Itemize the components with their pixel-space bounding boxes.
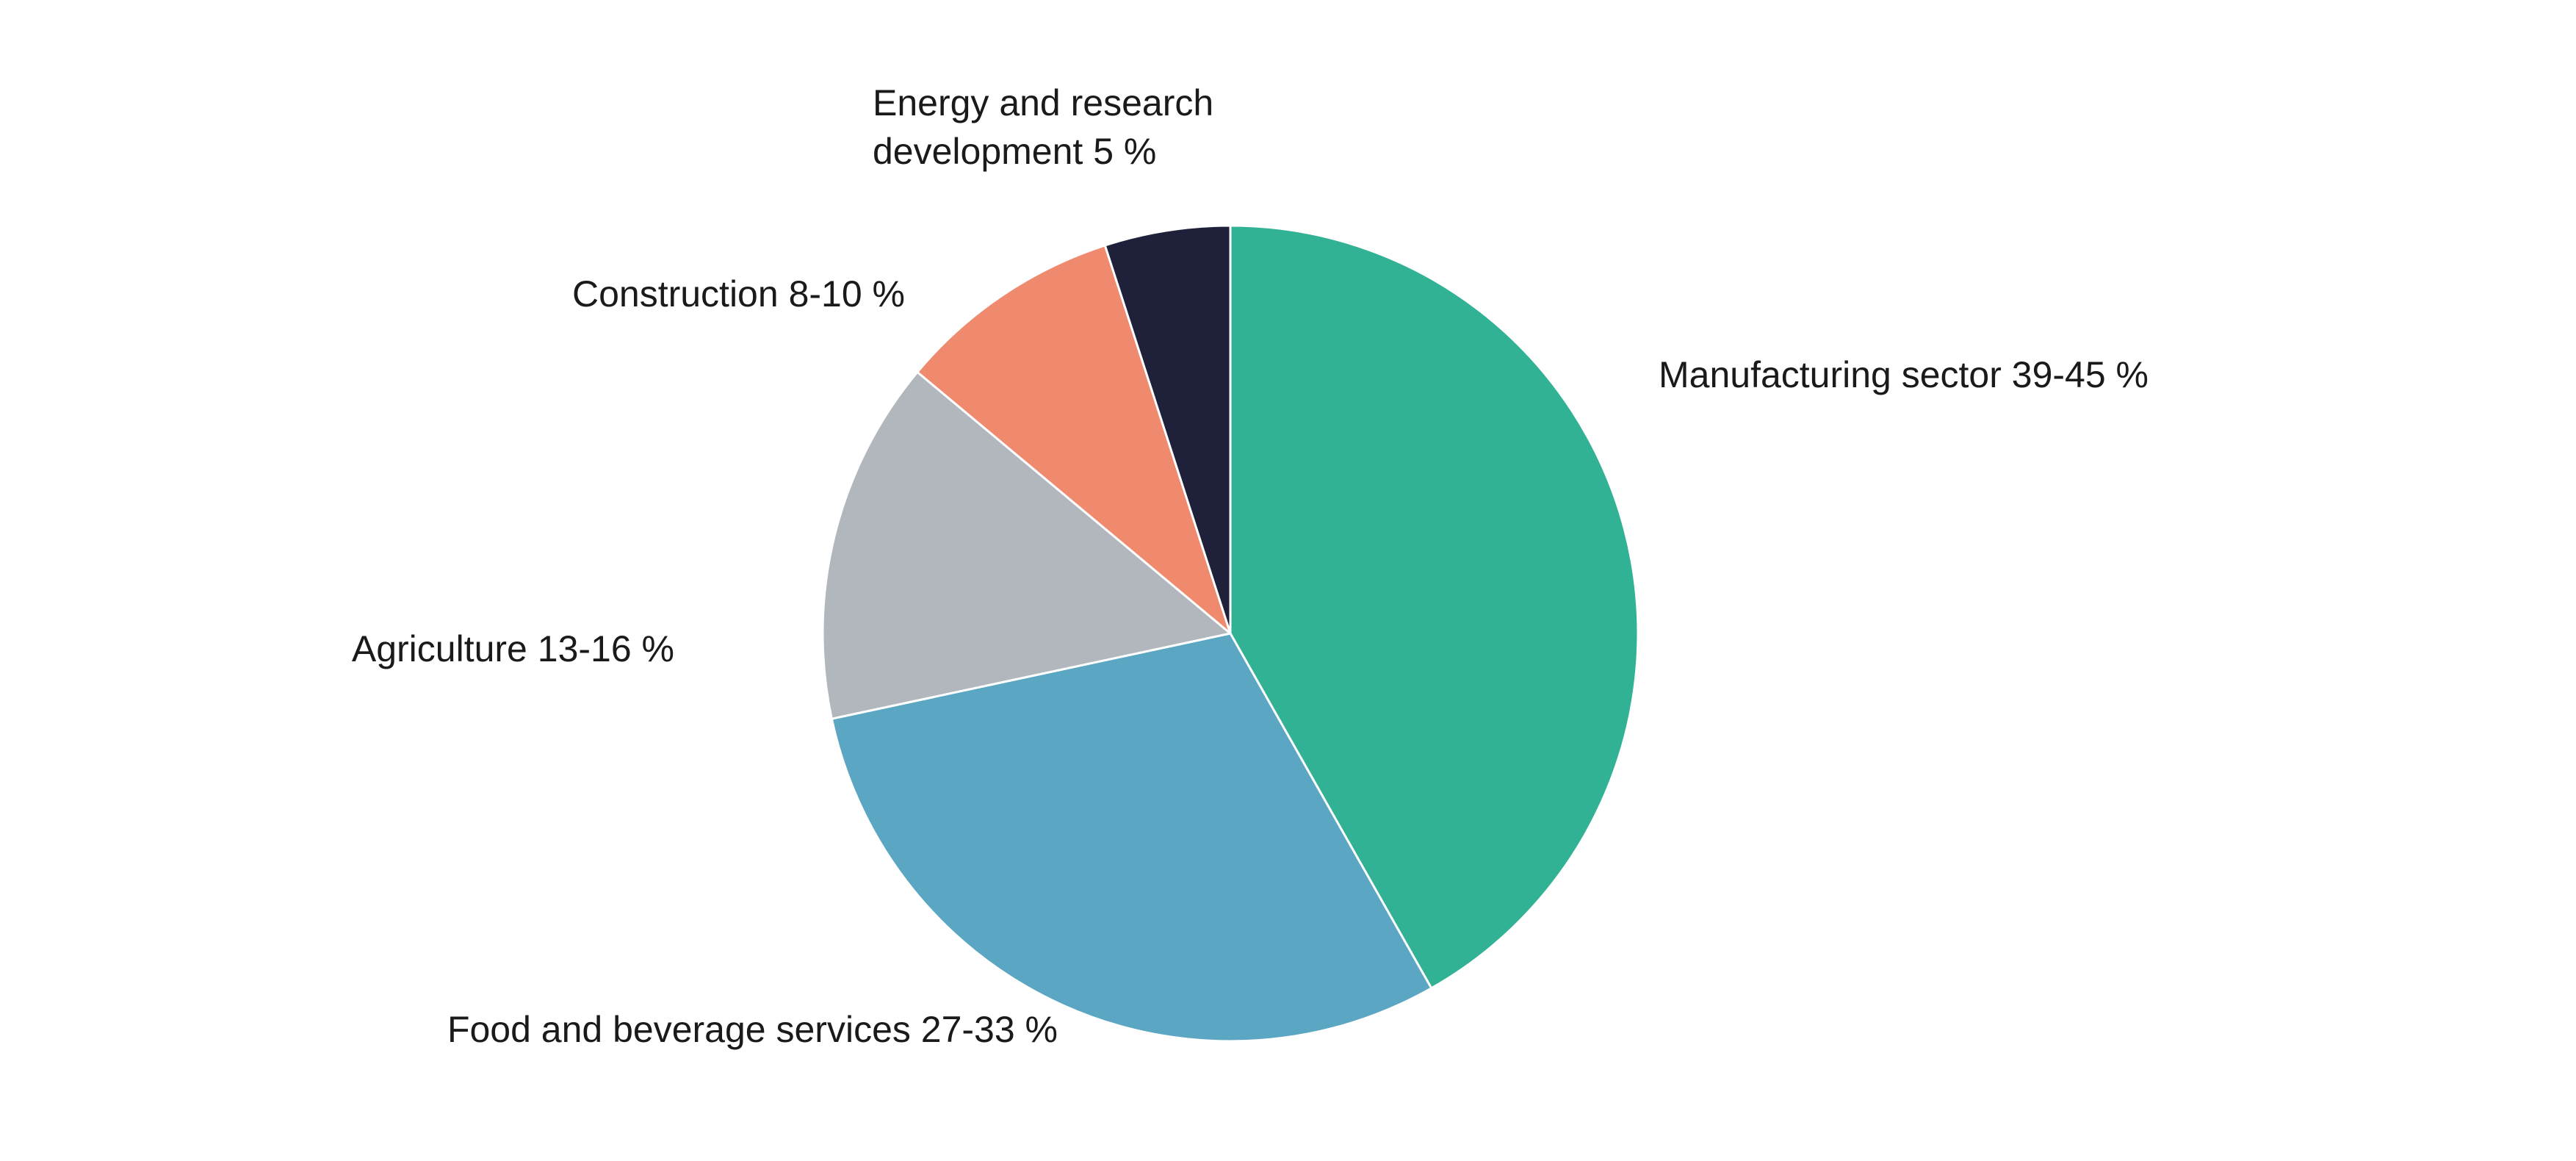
slice-label-line: Construction 8-10 %: [572, 273, 905, 314]
slice-label-line: Agriculture 13-16 %: [352, 628, 674, 669]
slice-label-line: Food and beverage services 27-33 %: [447, 1009, 1058, 1050]
slice-label-line: Energy and research: [873, 82, 1213, 123]
slice-label: Agriculture 13-16 %: [352, 628, 674, 669]
pie-slice: [821, 370, 1232, 720]
pie-slice: [916, 244, 1232, 635]
slice-label: Manufacturing sector 39-45 %: [1659, 354, 2149, 395]
pie-slice: [830, 632, 1433, 1043]
slice-labels: Manufacturing sector 39-45 % Food and bev…: [352, 82, 2149, 1050]
slice-label: Food and beverage services 27-33 %: [447, 1009, 1058, 1050]
slice-label: Construction 8-10 %: [572, 273, 905, 314]
pie-slice: [1229, 224, 1639, 990]
slice-label-line: development 5 %: [873, 131, 1156, 172]
slice-label: Energy and research development 5 %: [873, 82, 1213, 172]
pie-slice: [1103, 224, 1232, 635]
slice-label-line: Manufacturing sector 39-45 %: [1659, 354, 2149, 395]
pie-slices: [821, 224, 1639, 1043]
